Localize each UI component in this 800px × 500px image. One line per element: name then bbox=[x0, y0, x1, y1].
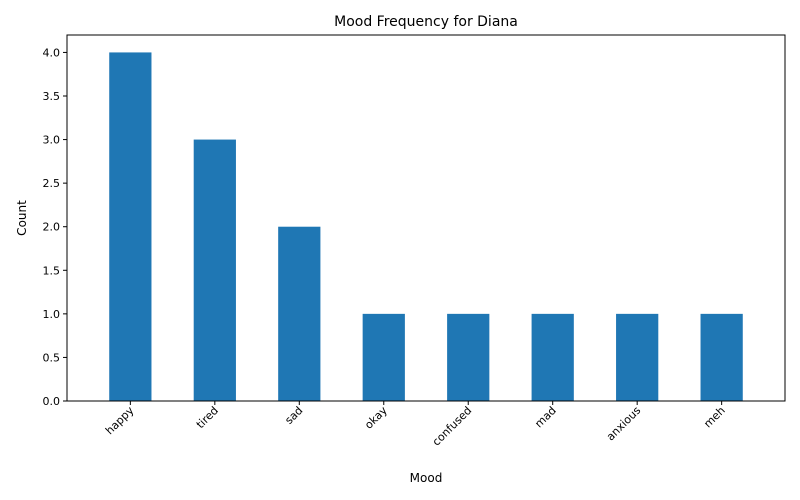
x-tick-label: tired bbox=[194, 404, 221, 431]
x-tick-label: okay bbox=[362, 404, 390, 432]
y-tick-label: 0.0 bbox=[43, 395, 61, 408]
x-axis-label: Mood bbox=[410, 471, 443, 485]
y-tick-label: 1.0 bbox=[43, 308, 61, 321]
plot-frame bbox=[66, 34, 786, 402]
y-tick-label: 2.5 bbox=[43, 177, 61, 190]
bar-okay bbox=[362, 313, 405, 401]
x-axis: happy tired sad okay confused mad anxious meh bbox=[103, 401, 728, 449]
chart-title: Mood Frequency for Diana bbox=[334, 14, 518, 30]
y-tick-label: 4.0 bbox=[43, 46, 61, 59]
bar-anxious bbox=[616, 313, 659, 401]
bar-mad bbox=[531, 313, 574, 401]
bar-confused bbox=[447, 313, 490, 401]
y-tick-label: 0.5 bbox=[43, 351, 61, 364]
x-tick-label: confused bbox=[430, 404, 475, 449]
y-tick-label: 1.5 bbox=[43, 264, 61, 277]
y-tick-label: 2.0 bbox=[43, 221, 61, 234]
x-tick-label: happy bbox=[103, 404, 137, 438]
x-tick-label: mad bbox=[532, 404, 558, 430]
x-tick-label: meh bbox=[701, 404, 728, 431]
y-tick-label: 3.5 bbox=[43, 90, 61, 103]
bar-happy bbox=[109, 52, 152, 402]
y-axis: 0.0 0.5 1.0 1.5 2.0 2.5 3.0 3.5 4.0 bbox=[43, 46, 67, 408]
x-tick-label: anxious bbox=[604, 404, 644, 444]
bars-group bbox=[109, 52, 743, 402]
bar-sad bbox=[278, 226, 321, 401]
y-tick-label: 3.0 bbox=[43, 134, 61, 147]
bar-meh bbox=[700, 313, 743, 401]
bar-tired bbox=[193, 139, 236, 402]
x-tick-label: sad bbox=[282, 404, 305, 427]
y-axis-label: Count bbox=[15, 200, 29, 236]
